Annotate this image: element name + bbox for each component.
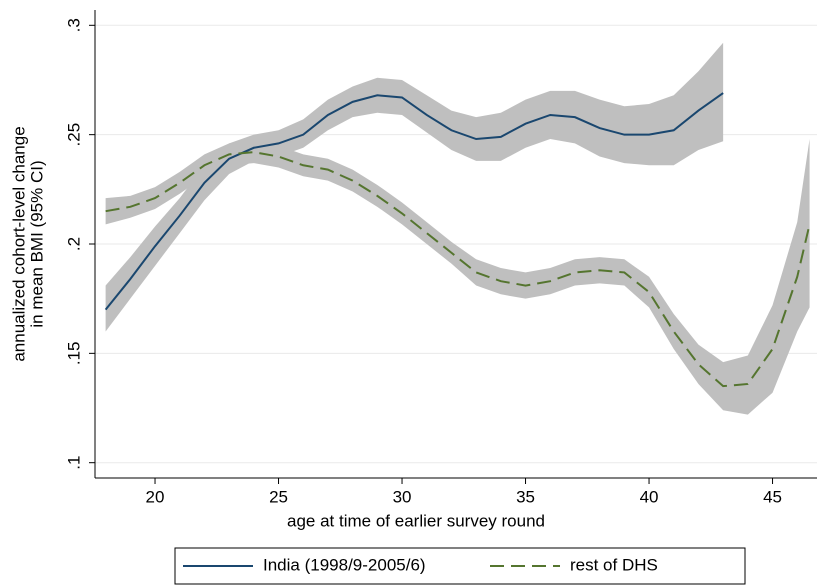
y-axis-title: in mean BMI (95% CI) — [27, 160, 46, 327]
ci-band — [105, 42, 724, 332]
x-tick-label: 25 — [269, 487, 288, 506]
y-tick-label: .3 — [64, 18, 83, 32]
y-tick-label: .1 — [64, 456, 83, 470]
legend-label: rest of DHS — [570, 555, 658, 574]
y-axis-title: annualized cohort-level change — [9, 126, 28, 361]
series-line — [105, 151, 811, 388]
x-tick-label: 35 — [516, 487, 535, 506]
series-line — [104, 92, 724, 311]
x-tick-label: 30 — [393, 487, 412, 506]
legend-box — [174, 547, 746, 585]
y-tick-label: .15 — [64, 342, 83, 366]
ci-band — [105, 139, 810, 415]
y-tick-label: .2 — [64, 237, 83, 251]
x-axis-title: age at time of earlier survey round — [287, 511, 545, 530]
y-tick-label: .25 — [64, 123, 83, 147]
x-tick-label: 20 — [146, 487, 165, 506]
x-tick-label: 40 — [640, 487, 659, 506]
x-tick-label: 45 — [763, 487, 782, 506]
legend-label: India (1998/9-2005/6) — [263, 555, 426, 574]
